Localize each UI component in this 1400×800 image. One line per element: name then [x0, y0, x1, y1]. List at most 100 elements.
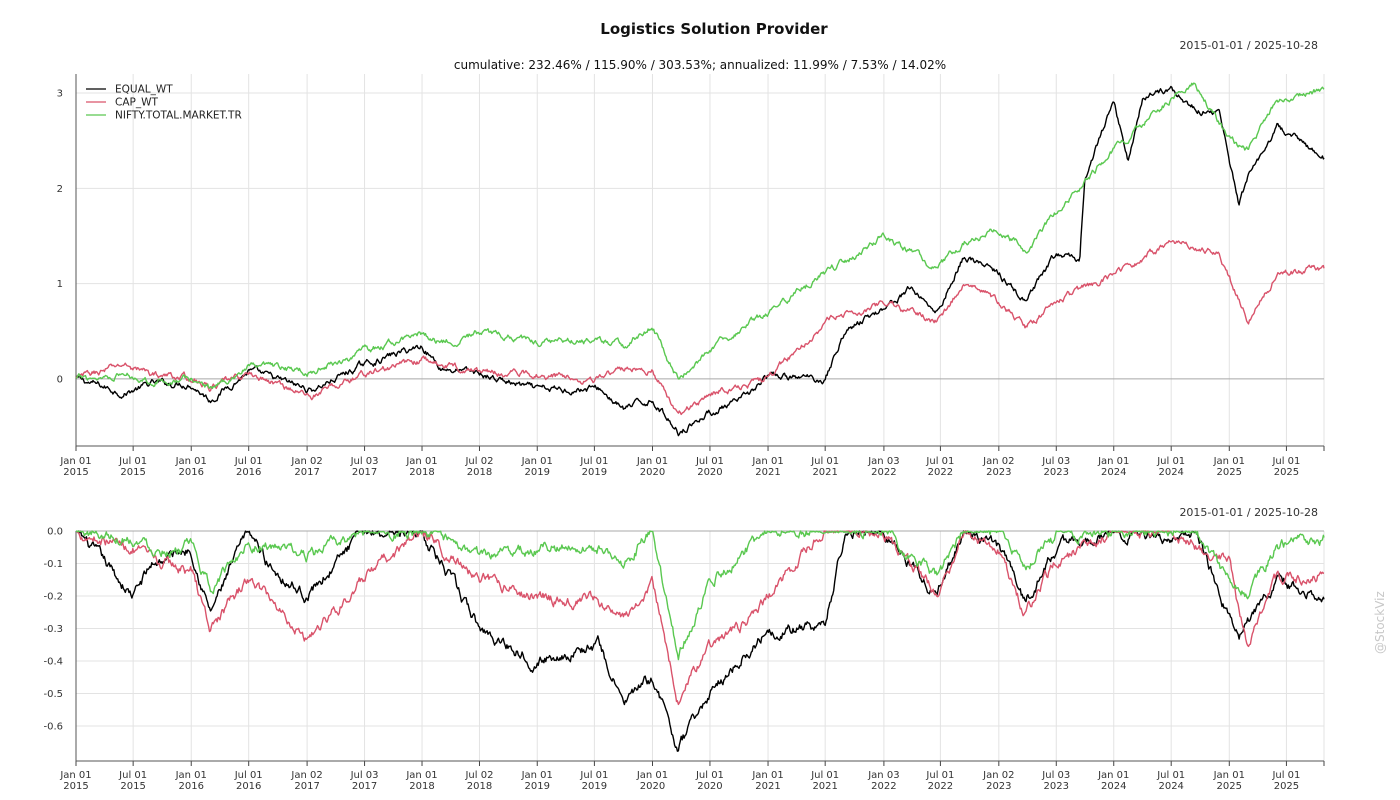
x-tick-label: 2017 — [294, 781, 319, 792]
x-tick-label: 2018 — [409, 467, 434, 478]
x-tick-label: 2017 — [294, 467, 319, 478]
x-tick-label: Jan 01 — [636, 456, 668, 467]
y-tick-label: 3 — [57, 89, 63, 100]
x-tick-label: 2020 — [640, 467, 665, 478]
x-tick-label: Jan 01 — [175, 770, 207, 781]
x-tick-label: Jan 01 — [1213, 456, 1245, 467]
x-tick-label: Jan 02 — [290, 456, 322, 467]
x-tick-label: 2017 — [352, 467, 377, 478]
x-tick-label: Jul 01 — [810, 770, 839, 781]
x-tick-label: 2025 — [1217, 467, 1242, 478]
x-tick-label: Jul 01 — [1156, 770, 1185, 781]
x-tick-label: 2019 — [582, 781, 607, 792]
top-chart-date-range: 2015-01-01 / 2025-10-28 — [1179, 39, 1318, 52]
x-tick-label: Jan 01 — [521, 456, 553, 467]
x-tick-label: Jan 01 — [1213, 770, 1245, 781]
cumulative-line-nifty-total-market-tr — [75, 82, 1325, 390]
x-tick-label: Jan 01 — [751, 770, 783, 781]
x-tick-label: 2019 — [525, 467, 550, 478]
x-tick-label: Jan 01 — [405, 456, 437, 467]
x-tick-label: Jul 01 — [234, 770, 263, 781]
legend-label: CAP_WT — [115, 97, 158, 109]
x-tick-label: Jan 01 — [521, 770, 553, 781]
x-tick-label: Jul 02 — [464, 456, 493, 467]
y-tick-label: -0.2 — [43, 592, 63, 603]
x-tick-label: Jan 02 — [982, 456, 1014, 467]
bottom-chart-date-range: 2015-01-01 / 2025-10-28 — [1179, 506, 1318, 519]
y-tick-label: 0.0 — [47, 527, 63, 538]
x-tick-label: Jan 02 — [982, 770, 1014, 781]
x-tick-label: 2022 — [928, 467, 953, 478]
x-tick-label: Jul 03 — [1041, 770, 1070, 781]
x-tick-label: 2016 — [179, 467, 204, 478]
x-tick-label: 2016 — [179, 781, 204, 792]
x-tick-label: 2018 — [467, 467, 492, 478]
x-tick-label: 2023 — [986, 467, 1011, 478]
y-tick-label: 0 — [57, 374, 63, 385]
x-tick-label: Jul 01 — [234, 456, 263, 467]
x-tick-label: 2019 — [525, 781, 550, 792]
x-tick-label: Jul 03 — [350, 770, 379, 781]
chart-title: Logistics Solution Provider — [600, 20, 828, 38]
x-tick-label: Jan 01 — [59, 770, 91, 781]
y-tick-label: 1 — [57, 279, 63, 290]
x-tick-label: Jul 01 — [925, 456, 954, 467]
x-tick-label: Jul 02 — [464, 770, 493, 781]
drawdown-line-nifty-total-market-tr — [75, 530, 1325, 661]
x-tick-label: Jan 01 — [1097, 456, 1129, 467]
y-tick-label: 2 — [57, 184, 63, 195]
x-tick-label: 2025 — [1274, 467, 1299, 478]
x-tick-label: 2025 — [1274, 781, 1299, 792]
x-tick-label: Jan 01 — [175, 456, 207, 467]
x-tick-label: 2017 — [352, 781, 377, 792]
x-tick-label: Jan 01 — [636, 770, 668, 781]
x-tick-label: 2023 — [986, 781, 1011, 792]
x-tick-label: 2021 — [755, 467, 780, 478]
x-tick-label: Jul 03 — [1041, 456, 1070, 467]
x-tick-label: Jul 01 — [810, 456, 839, 467]
x-tick-label: 2021 — [812, 781, 837, 792]
x-tick-label: Jul 01 — [579, 770, 608, 781]
x-tick-label: 2022 — [928, 781, 953, 792]
y-tick-label: -0.3 — [43, 624, 63, 635]
drawdown-line-cap-wt — [75, 530, 1325, 706]
x-tick-label: Jan 03 — [867, 456, 899, 467]
x-tick-label: Jan 02 — [290, 770, 322, 781]
chart-subtitle: cumulative: 232.46% / 115.90% / 303.53%;… — [454, 58, 946, 72]
x-tick-label: Jul 01 — [579, 456, 608, 467]
x-tick-label: 2016 — [236, 781, 261, 792]
legend-label: EQUAL_WT — [115, 84, 173, 96]
x-tick-label: 2015 — [63, 467, 88, 478]
y-tick-label: -0.4 — [43, 657, 63, 668]
x-tick-label: 2024 — [1101, 467, 1126, 478]
x-tick-label: 2015 — [63, 781, 88, 792]
x-tick-label: 2018 — [409, 781, 434, 792]
x-tick-label: Jan 01 — [405, 770, 437, 781]
x-tick-label: Jul 01 — [1271, 456, 1300, 467]
x-tick-label: 2023 — [1044, 467, 1069, 478]
x-tick-label: Jul 01 — [1271, 770, 1300, 781]
x-tick-label: 2024 — [1158, 467, 1183, 478]
x-tick-label: 2015 — [120, 781, 145, 792]
x-tick-label: 2024 — [1101, 781, 1126, 792]
x-tick-label: 2016 — [236, 467, 261, 478]
y-tick-label: -0.1 — [43, 559, 63, 570]
x-tick-label: 2020 — [697, 467, 722, 478]
x-tick-label: Jul 01 — [925, 770, 954, 781]
cumulative-line-cap-wt — [75, 239, 1325, 416]
x-tick-label: Jan 01 — [751, 456, 783, 467]
x-tick-label: Jan 01 — [59, 456, 91, 467]
drawdown-line-equal-wt — [75, 530, 1325, 752]
x-tick-label: 2025 — [1217, 781, 1242, 792]
x-tick-label: Jul 03 — [350, 456, 379, 467]
x-tick-label: 2020 — [697, 781, 722, 792]
legend-label: NIFTY.TOTAL.MARKET.TR — [115, 110, 242, 122]
y-tick-label: -0.6 — [43, 722, 63, 733]
x-tick-label: 2022 — [871, 781, 896, 792]
x-tick-label: 2021 — [812, 467, 837, 478]
x-tick-label: 2023 — [1044, 781, 1069, 792]
x-tick-label: 2024 — [1158, 781, 1183, 792]
x-tick-label: Jul 01 — [695, 456, 724, 467]
